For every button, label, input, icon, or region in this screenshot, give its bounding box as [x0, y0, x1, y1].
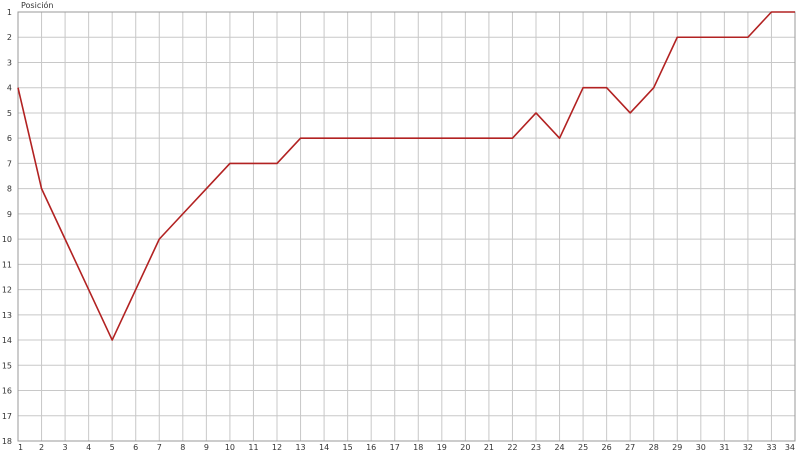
series-line	[17, 11, 795, 341]
y-tick-label: 11	[2, 260, 12, 269]
grid	[17, 11, 796, 442]
x-tick-label: 2	[39, 443, 44, 452]
y-tick-label: 3	[7, 58, 12, 67]
x-tick-label: 23	[531, 443, 541, 452]
y-tick-label: 7	[7, 159, 12, 168]
x-tick-label: 6	[133, 443, 138, 452]
x-tick-label: 1	[18, 443, 23, 452]
y-tick-label: 10	[2, 235, 12, 244]
x-tick-label: 24	[554, 443, 564, 452]
x-tick-label: 32	[743, 443, 753, 452]
x-tick-label: 8	[180, 443, 185, 452]
x-tick-label: 27	[625, 443, 635, 452]
x-tick-label: 20	[460, 443, 470, 452]
y-tick-label: 15	[2, 361, 12, 370]
x-tick-label: 3	[63, 443, 68, 452]
x-tick-label: 25	[578, 443, 588, 452]
y-tick-label: 4	[7, 84, 12, 93]
x-tick-label: 34	[785, 443, 795, 452]
x-tick-label: 21	[484, 443, 494, 452]
y-axis-label: Posición	[21, 0, 53, 10]
x-tick-label: 7	[157, 443, 162, 452]
x-tick-label: 18	[413, 443, 423, 452]
y-tick-label: 16	[2, 387, 12, 396]
y-tick-label: 17	[2, 412, 12, 421]
y-tick-label: 13	[2, 311, 12, 320]
x-tick-label: 13	[295, 443, 305, 452]
x-tick-label: 31	[719, 443, 729, 452]
y-tick-label: 18	[2, 437, 12, 446]
x-tick-label: 19	[437, 443, 447, 452]
x-tick-label: 12	[272, 443, 282, 452]
y-tick-label: 5	[7, 109, 12, 118]
x-tick-label: 28	[649, 443, 659, 452]
y-tick-label: 6	[7, 134, 12, 143]
x-tick-label: 26	[602, 443, 612, 452]
x-tick-label: 17	[390, 443, 400, 452]
y-tick-label: 2	[7, 33, 12, 42]
x-tick-label: 10	[225, 443, 235, 452]
x-tick-label: 5	[110, 443, 115, 452]
x-tick-label: 30	[696, 443, 706, 452]
x-tick-label: 33	[766, 443, 776, 452]
series-group	[17, 11, 795, 341]
x-tick-label: 15	[343, 443, 353, 452]
x-tick-label: 29	[672, 443, 682, 452]
y-tick-label: 8	[7, 185, 12, 194]
plot-frame	[17, 11, 796, 442]
x-tick-labels: 1 2 3 4 5 6 7 8 9 10 11 12 13 14 15 16 17 18 19 20 21 22 23 24 2…	[18, 443, 795, 452]
y-tick-label: 12	[2, 286, 12, 295]
x-tick-label: 4	[86, 443, 91, 452]
y-tick-label: 14	[2, 336, 12, 345]
x-tick-label: 14	[319, 443, 329, 452]
y-tick-label: 9	[7, 210, 12, 219]
x-tick-label: 9	[204, 443, 209, 452]
x-tick-label: 22	[507, 443, 517, 452]
y-tick-label: 1	[7, 8, 12, 17]
x-tick-label: 16	[366, 443, 376, 452]
x-tick-label: 11	[248, 443, 258, 452]
